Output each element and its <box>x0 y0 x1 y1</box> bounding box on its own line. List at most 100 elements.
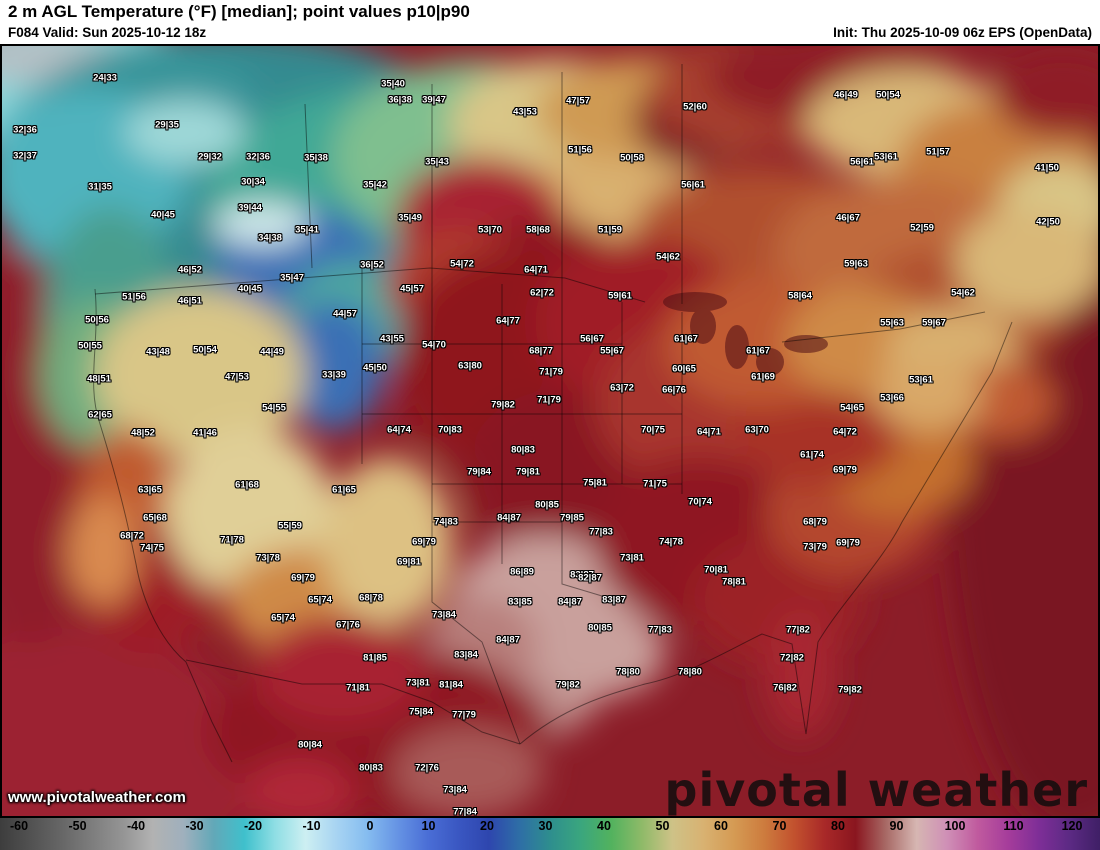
point-value: 50|54 <box>193 344 217 356</box>
point-value: 46|52 <box>178 264 202 276</box>
point-value: 64|71 <box>697 426 721 438</box>
point-value: 69|79 <box>412 536 436 548</box>
point-value: 80|85 <box>535 499 559 511</box>
colorbar-tick: 20 <box>480 819 494 833</box>
point-value: 29|32 <box>198 151 222 163</box>
point-value: 69|79 <box>836 537 860 549</box>
temperature-blobs <box>0 44 1100 818</box>
colorbar-tick: -30 <box>185 819 204 833</box>
point-value: 56|67 <box>580 333 604 345</box>
point-value: 52|60 <box>683 101 707 113</box>
header: 2 m AGL Temperature (°F) [median]; point… <box>0 0 1100 44</box>
point-value: 71|78 <box>220 534 244 546</box>
point-value: 77|83 <box>589 526 613 538</box>
point-value: 78|80 <box>616 666 640 678</box>
point-value: 44|49 <box>260 346 284 358</box>
point-value: 29|35 <box>155 119 179 131</box>
point-value: 61|67 <box>674 333 698 345</box>
point-value: 86|89 <box>510 566 534 578</box>
website-link[interactable]: www.pivotalweather.com <box>8 789 186 806</box>
point-value: 56|61 <box>681 179 705 191</box>
point-value: 68|79 <box>803 516 827 528</box>
point-value: 83|87 <box>570 569 594 581</box>
point-value: 58|64 <box>788 290 812 302</box>
colorbar-tick: 90 <box>889 819 904 833</box>
point-value: 84|87 <box>558 596 582 608</box>
point-value: 65|74 <box>308 594 332 606</box>
colorbar-tick: -60 <box>9 819 29 833</box>
temperature-map: 24|33 35|40 36|38 39|47 47|57 43|53 52|60 46|49… <box>0 44 1100 818</box>
point-value: 71|79 <box>537 394 561 406</box>
point-value: 79|85 <box>560 512 584 524</box>
point-value: 47|57 <box>566 95 590 107</box>
point-value: 55|59 <box>278 520 302 532</box>
point-value: 56|61 <box>850 156 874 168</box>
point-value: 73|81 <box>406 677 430 689</box>
point-value: 43|53 <box>513 106 537 118</box>
colorbar-tick: -40 <box>126 819 146 833</box>
colorbar-tick: 50 <box>655 819 670 833</box>
point-value: 64|74 <box>387 424 411 436</box>
point-value: 72|76 <box>415 762 439 774</box>
point-value: 83|87 <box>602 594 626 606</box>
point-value: 41|50 <box>1035 162 1059 174</box>
point-value: 80|83 <box>511 444 535 456</box>
point-value: 68|77 <box>529 345 553 357</box>
point-value: 50|55 <box>78 340 102 352</box>
point-value: 63|65 <box>138 484 162 496</box>
point-value: 35|49 <box>398 212 422 224</box>
point-value: 77|83 <box>648 624 672 636</box>
point-value: 69|79 <box>291 572 315 584</box>
point-value: 35|40 <box>381 78 405 90</box>
point-value: 61|69 <box>751 371 775 383</box>
point-value: 32|36 <box>13 124 37 136</box>
point-value: 68|72 <box>120 530 144 542</box>
point-value: 65|74 <box>271 612 295 624</box>
point-value: 32|37 <box>13 150 37 162</box>
point-value: 70|75 <box>641 424 665 436</box>
point-value: 50|56 <box>85 314 109 326</box>
point-value: 40|45 <box>151 209 175 221</box>
point-value: 59|61 <box>608 290 632 302</box>
point-value: 61|74 <box>800 449 824 461</box>
point-value: 54|62 <box>656 251 680 263</box>
valid-time-label: F084 Valid: Sun 2025-10-12 18z <box>8 25 207 40</box>
point-value: 75|81 <box>583 477 607 489</box>
point-value: 81|85 <box>363 652 387 664</box>
point-value: 43|48 <box>146 346 170 358</box>
point-value: 51|56 <box>122 291 146 303</box>
point-value: 50|58 <box>620 152 644 164</box>
point-value: 78|81 <box>722 576 746 588</box>
point-value: 73|78 <box>256 552 280 564</box>
point-value: 80|83 <box>359 762 383 774</box>
point-value: 51|57 <box>926 146 950 158</box>
colorbar-tick: 80 <box>831 819 845 833</box>
point-value: 61|67 <box>746 345 770 357</box>
point-value: 46|51 <box>178 295 202 307</box>
point-value: 62|65 <box>88 409 112 421</box>
point-value: 83|84 <box>454 649 478 661</box>
point-value: 82|87 <box>578 572 602 584</box>
point-values-layer: 24|33 35|40 36|38 39|47 47|57 43|53 52|60 46|49… <box>0 44 1100 818</box>
point-value: 70|74 <box>688 496 712 508</box>
point-value: 53|61 <box>909 374 933 386</box>
point-value: 51|56 <box>568 144 592 156</box>
point-value: 59|67 <box>922 317 946 329</box>
point-value: 76|82 <box>773 682 797 694</box>
point-value: 24|33 <box>93 72 117 84</box>
point-value: 69|81 <box>397 556 421 568</box>
point-value: 71|75 <box>643 478 667 490</box>
point-value: 35|47 <box>280 272 304 284</box>
state-borders <box>93 64 1013 763</box>
colorbar-tick: 70 <box>772 819 787 833</box>
colorbar-tick: -10 <box>302 819 321 833</box>
point-value: 43|55 <box>380 333 404 345</box>
point-value: 51|59 <box>598 224 622 236</box>
point-value: 72|82 <box>780 652 804 664</box>
point-value: 79|82 <box>491 399 515 411</box>
point-value: 46|67 <box>836 212 860 224</box>
great-lakes <box>663 292 828 376</box>
point-value: 80|84 <box>298 739 322 751</box>
point-value: 54|70 <box>422 339 446 351</box>
point-value: 47|53 <box>225 371 249 383</box>
